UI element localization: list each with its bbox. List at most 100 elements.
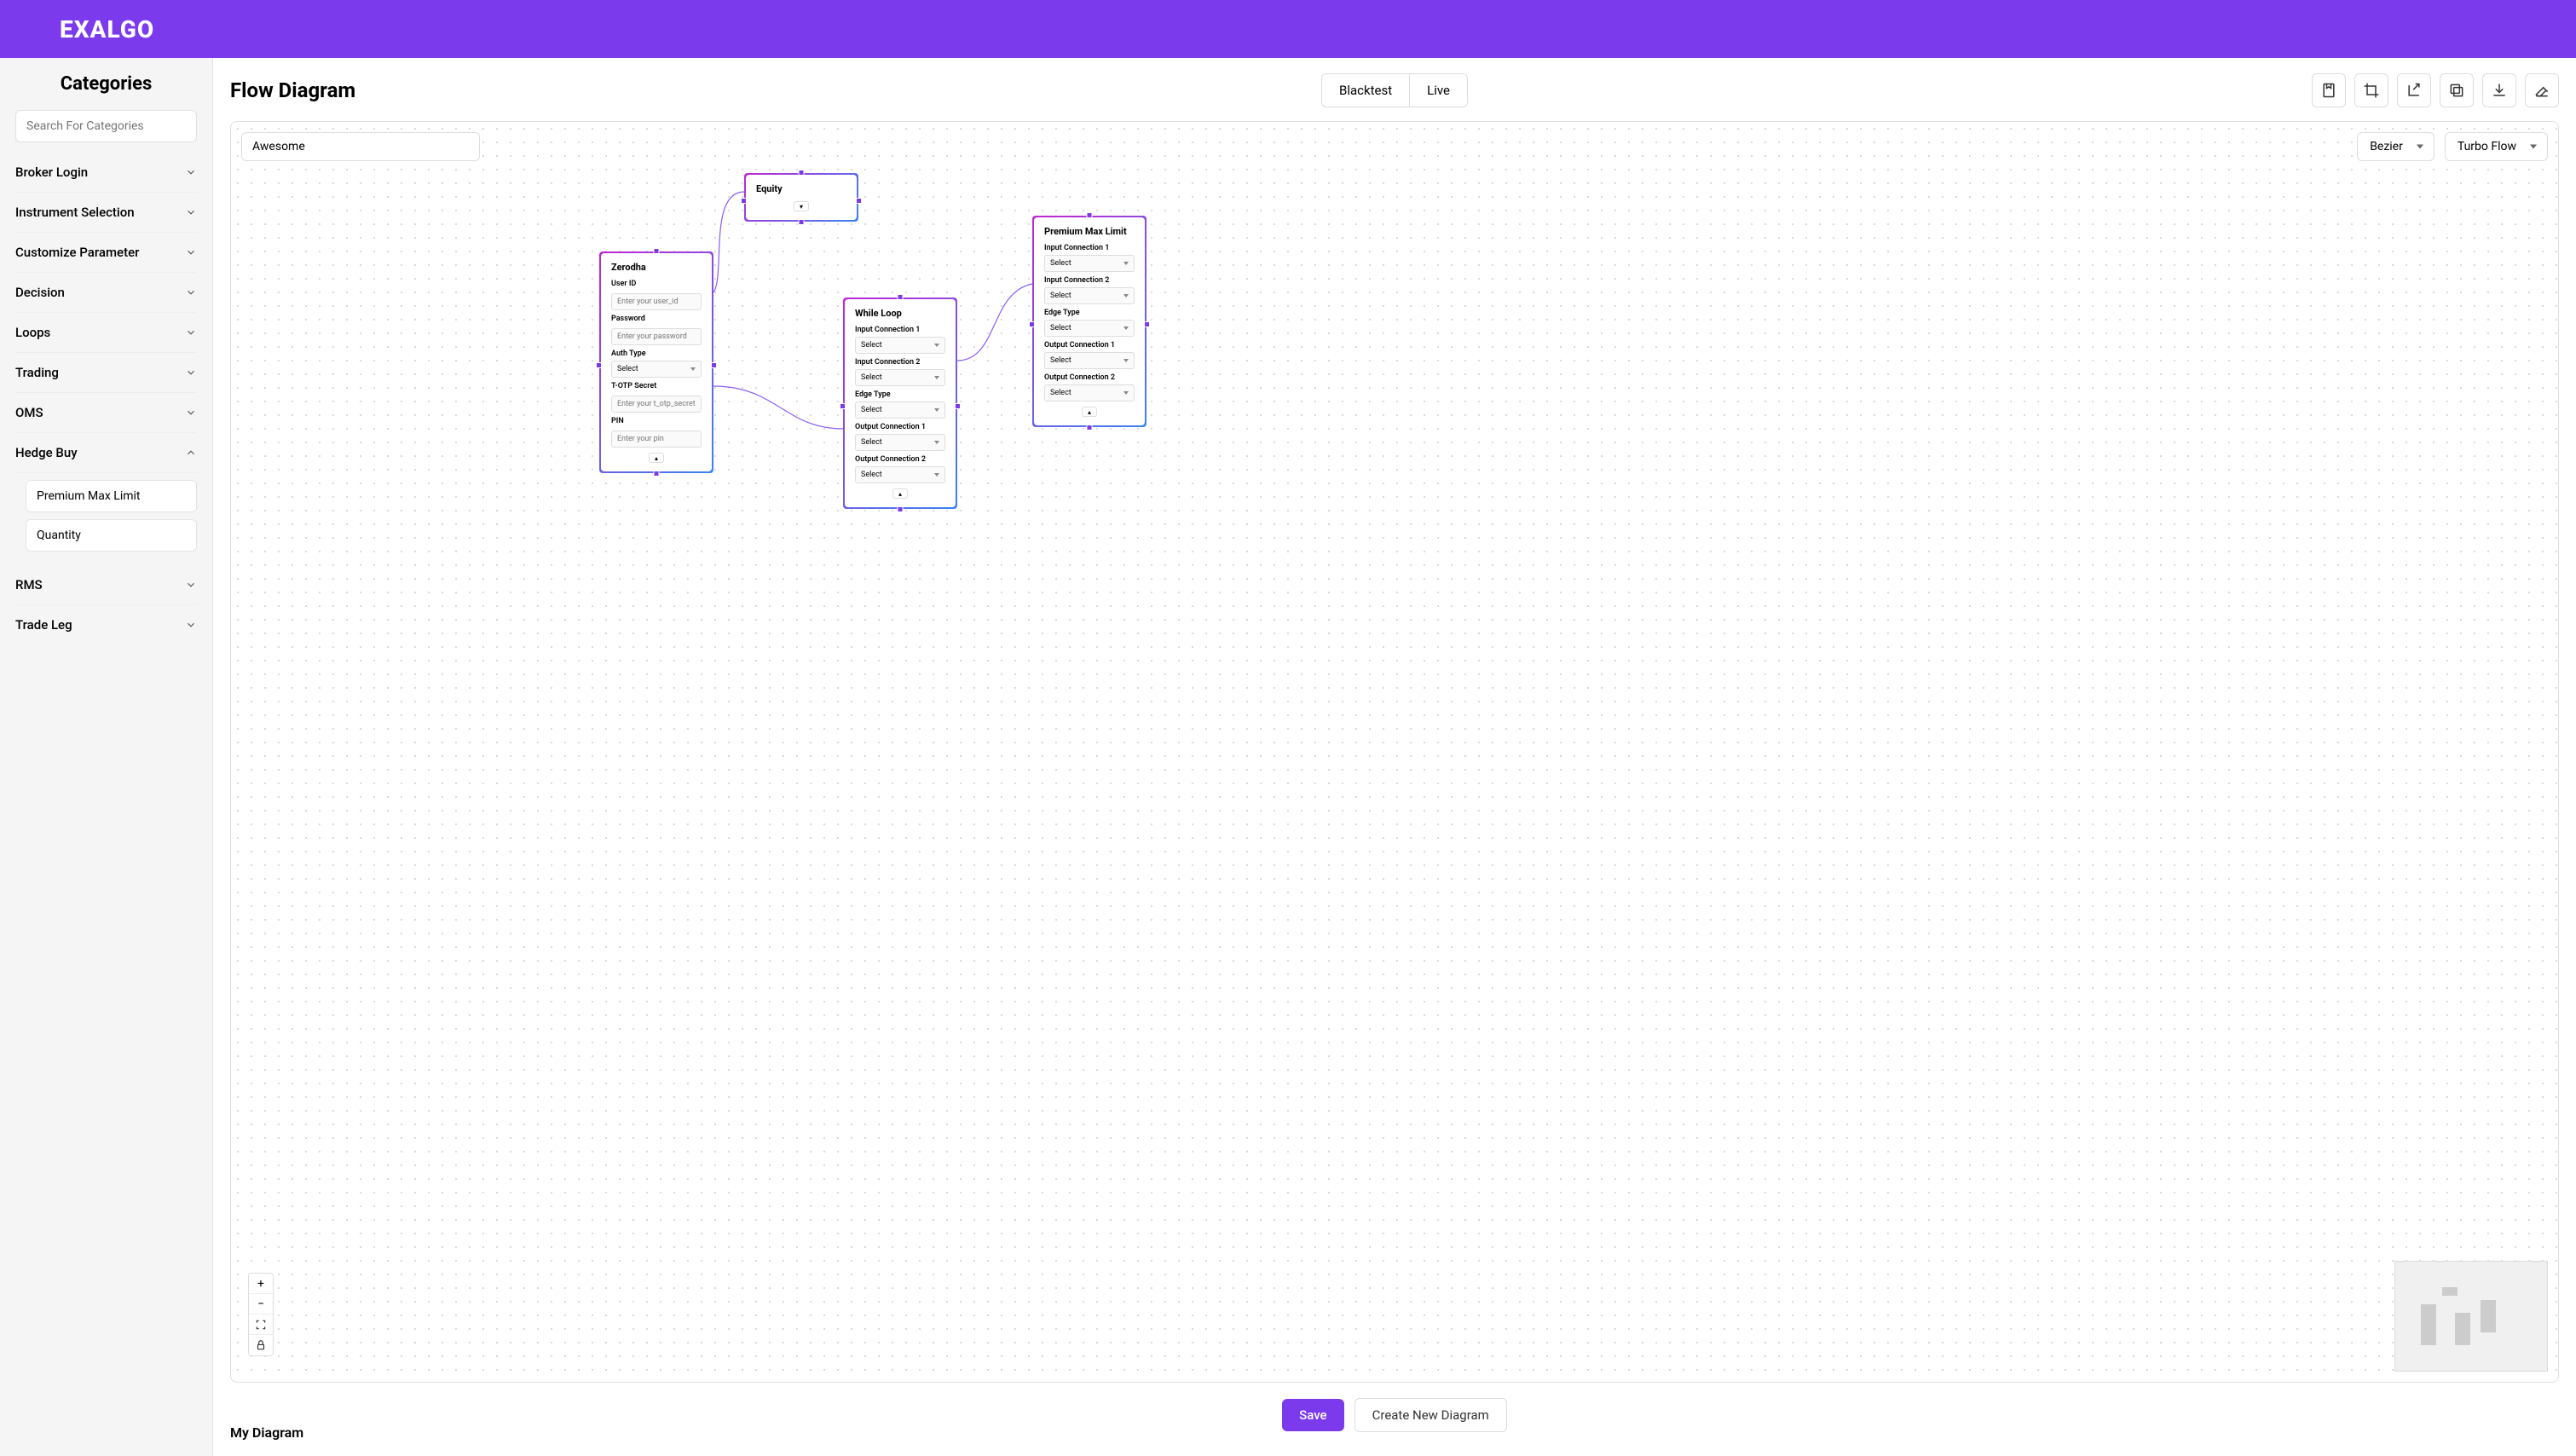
category-label: Decision [15,285,65,300]
category-item[interactable]: Instrument Selection [15,193,197,233]
category-label: OMS [15,405,43,420]
node-input-field[interactable] [611,430,702,448]
node-collapse-button[interactable]: ▴ [649,453,664,463]
copy-icon[interactable] [2440,73,2474,107]
chevron-down-icon [185,286,197,298]
node-field-label: T-OTP Secret [611,382,702,390]
app-header: EXALGO [0,0,2576,58]
category-item[interactable]: RMS [15,565,197,605]
node-select-field[interactable]: Select [1044,384,1135,402]
mode-blacktest-button[interactable]: Blacktest [1321,73,1410,107]
flow-edge [713,192,744,292]
zoom-out-button[interactable]: − [249,1294,273,1314]
import-icon[interactable] [2397,73,2431,107]
topbar: Flow Diagram Blacktest Live [230,73,2559,107]
node-select-field[interactable]: Select [1044,320,1135,337]
download-icon[interactable] [2482,73,2516,107]
flow-node-zerodha[interactable]: ZerodhaUser IDPasswordAuth TypeSelectT-O… [599,251,713,473]
node-handle[interactable] [840,403,846,409]
node-handle[interactable] [1087,212,1093,218]
node-select-field[interactable]: Select [855,466,945,483]
node-title: Equity [756,183,846,194]
toolbar-icons [2312,73,2559,107]
category-item[interactable]: Customize Parameter [15,233,197,273]
minimap-node [2455,1313,2470,1345]
node-select-field[interactable]: Select [611,361,702,378]
node-field-label: Auth Type [611,350,702,358]
minimap[interactable] [2394,1261,2548,1372]
category-list: Broker LoginInstrument SelectionCustomiz… [15,153,197,644]
node-select-field[interactable]: Select [1044,255,1135,272]
category-item[interactable]: Decision [15,273,197,313]
flow-type-selector[interactable]: Turbo Flow [2445,132,2548,161]
node-field-label: Edge Type [1044,309,1135,317]
node-collapse-button[interactable]: ▴ [1082,407,1097,417]
node-select-field[interactable]: Select [1044,352,1135,369]
category-label: Loops [15,325,50,340]
edge-type-selector[interactable]: Bezier [2357,132,2434,161]
erase-icon[interactable] [2525,73,2559,107]
category-item[interactable]: Hedge Buy [15,433,197,473]
flow-node-premium[interactable]: Premium Max LimitInput Connection 1Selec… [1032,216,1146,427]
node-handle[interactable] [1144,321,1150,327]
node-expand-button[interactable]: ▾ [794,201,809,211]
node-input-field[interactable] [611,328,702,345]
node-select-field[interactable]: Select [1044,287,1135,304]
node-field-label: PIN [611,417,702,425]
node-handle[interactable] [799,170,805,176]
node-field-label: Output Connection 2 [855,455,945,464]
node-handle[interactable] [856,198,862,204]
category-item[interactable]: Broker Login [15,153,197,193]
minimap-node [2442,1287,2458,1296]
category-item[interactable]: Trading [15,353,197,393]
lock-button[interactable] [249,1335,273,1355]
node-select-field[interactable]: Select [855,402,945,419]
category-child-item[interactable]: Premium Max Limit [26,480,197,512]
sidebar-title: Categories [15,73,197,95]
node-field-label: Output Connection 1 [855,423,945,431]
category-item[interactable]: OMS [15,393,197,433]
brand-logo: EXALGO [60,15,154,43]
node-handle[interactable] [654,248,660,254]
create-new-diagram-button[interactable]: Create New Diagram [1354,1398,1507,1432]
node-input-field[interactable] [611,396,702,413]
node-field-label: Input Connection 2 [855,358,945,367]
node-select-field[interactable]: Select [855,434,945,451]
node-handle[interactable] [711,362,717,368]
flow-node-equity[interactable]: Equity ▾ [744,173,858,222]
fit-view-button[interactable] [249,1314,273,1335]
crop-icon[interactable] [2354,73,2388,107]
node-handle[interactable] [741,198,747,204]
flow-edge [713,386,843,429]
node-handle[interactable] [1087,425,1093,430]
bookmark-icon[interactable] [2312,73,2346,107]
category-children: Premium Max Limit Quantity [15,473,197,565]
node-handle[interactable] [898,294,904,300]
category-label: Trade Leg [15,617,72,633]
zoom-in-button[interactable]: + [249,1274,273,1294]
node-field-label: Output Connection 1 [1044,341,1135,350]
chevron-down-icon [185,326,197,338]
node-handle[interactable] [799,219,805,225]
node-collapse-button[interactable]: ▴ [892,488,908,499]
category-item[interactable]: Trade Leg [15,605,197,644]
chevron-up-icon [185,447,197,459]
node-handle[interactable] [1029,321,1035,327]
save-button[interactable]: Save [1282,1399,1343,1431]
category-search-input[interactable] [15,110,197,142]
flow-node-while_loop[interactable]: While LoopInput Connection 1SelectInput … [843,298,957,509]
node-handle[interactable] [654,471,660,477]
node-select-field[interactable]: Select [855,337,945,354]
main-layout: Categories Broker LoginInstrument Select… [0,58,2576,1456]
chevron-down-icon [185,367,197,378]
node-handle[interactable] [596,362,602,368]
category-child-item[interactable]: Quantity [26,519,197,552]
node-handle[interactable] [898,506,904,512]
category-item[interactable]: Loops [15,313,197,353]
flow-canvas[interactable]: Bezier Turbo Flow Equity▾ZerodhaUser IDP… [230,121,2559,1383]
mode-live-button[interactable]: Live [1410,73,1468,107]
node-handle[interactable] [955,403,961,409]
node-select-field[interactable]: Select [855,369,945,386]
node-input-field[interactable] [611,293,702,310]
flow-name-input[interactable] [241,132,480,161]
